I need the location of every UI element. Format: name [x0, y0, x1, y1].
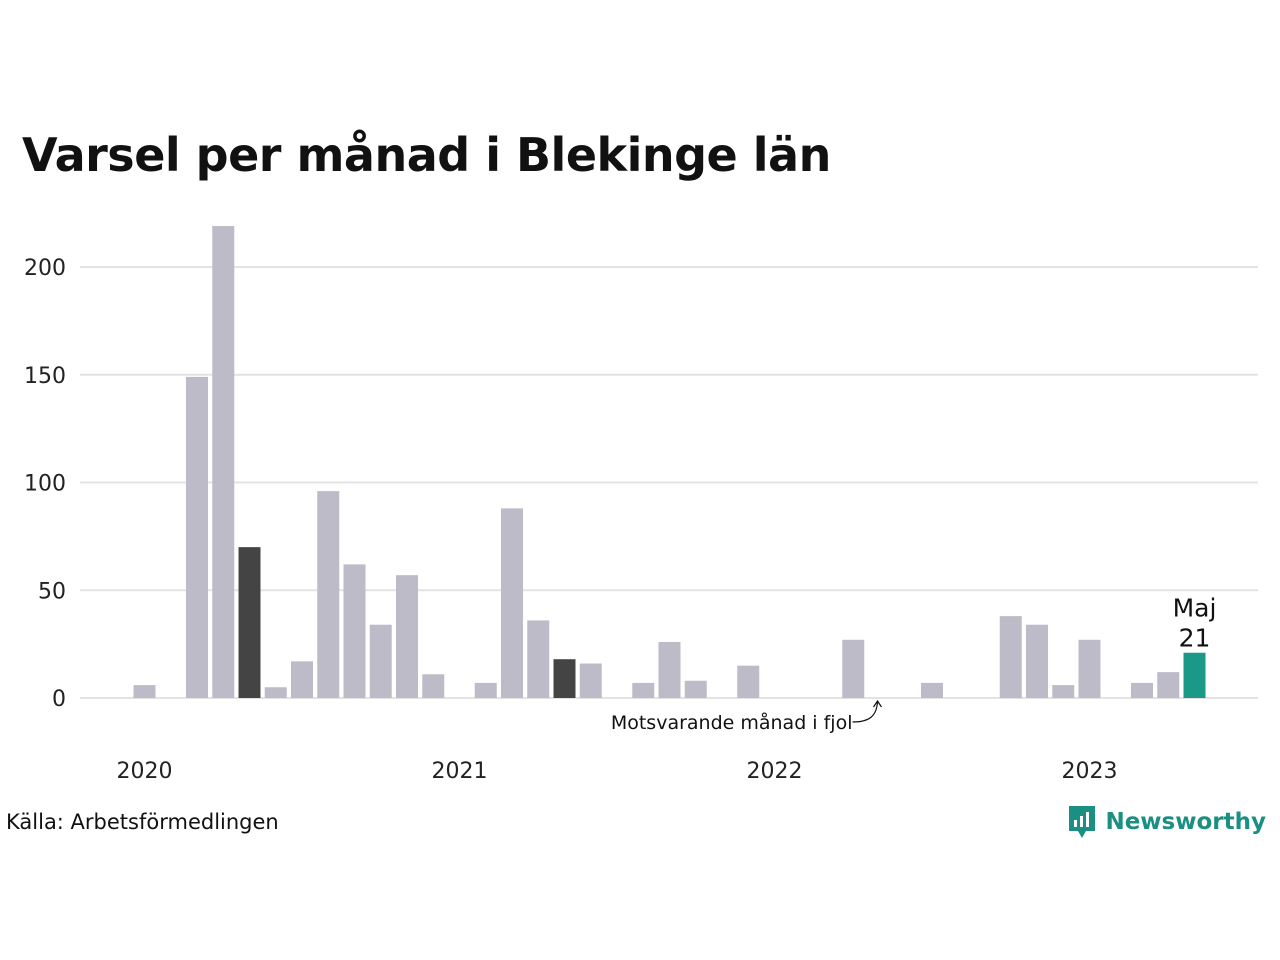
source-note: Källa: Arbetsförmedlingen [6, 810, 279, 834]
bar [317, 491, 340, 698]
bar [291, 661, 313, 698]
bar [212, 226, 235, 698]
x-tick-label: 2021 [432, 759, 488, 784]
bar [343, 564, 366, 698]
bar [1131, 682, 1153, 698]
x-tick-label: 2023 [1062, 759, 1118, 784]
bar-current-month [1183, 652, 1206, 698]
bar [527, 620, 550, 698]
bars [133, 226, 1206, 698]
bar [133, 685, 156, 698]
bar [842, 639, 865, 698]
annotations: Maj 21 Motsvarande månad i fjol [611, 594, 1217, 734]
y-axis-ticks: 0 50 100 150 200 [24, 256, 66, 712]
current-month-label: Maj [1173, 594, 1217, 623]
brand-name: Newsworthy [1105, 809, 1266, 835]
bar [658, 641, 681, 698]
bar [579, 663, 602, 698]
bar [684, 680, 707, 698]
bar [737, 665, 760, 698]
current-value-label: 21 [1179, 624, 1211, 653]
x-tick-label: 2020 [117, 759, 173, 784]
annotation-arrow-icon [852, 699, 882, 723]
bar [422, 674, 445, 698]
bar [1078, 639, 1101, 698]
bar [1052, 685, 1075, 698]
bar [1026, 624, 1048, 698]
bar [501, 508, 523, 698]
bar [396, 575, 418, 698]
chart-title: Varsel per månad i Blekinge län [22, 128, 831, 182]
brand-logo: Newsworthy [1067, 804, 1266, 840]
bar [999, 616, 1022, 698]
y-tick-label: 150 [24, 364, 66, 389]
bar [921, 682, 943, 698]
bar [369, 624, 392, 698]
bar [1157, 672, 1180, 698]
bar [186, 376, 208, 698]
y-tick-label: 200 [24, 256, 66, 281]
newsworthy-logo-icon [1069, 806, 1096, 838]
bar [474, 682, 497, 698]
y-tick-label: 0 [52, 687, 66, 712]
bar-previous-year [238, 547, 261, 698]
x-axis-ticks: 2020 2021 2022 2023 [117, 759, 1118, 784]
bar [264, 687, 287, 698]
bar [632, 682, 655, 698]
previous-year-annotation: Motsvarande månad i fjol [611, 711, 853, 734]
bar-previous-year [553, 659, 576, 698]
y-tick-label: 100 [24, 472, 66, 497]
x-tick-label: 2022 [747, 759, 803, 784]
y-tick-label: 50 [38, 579, 66, 604]
